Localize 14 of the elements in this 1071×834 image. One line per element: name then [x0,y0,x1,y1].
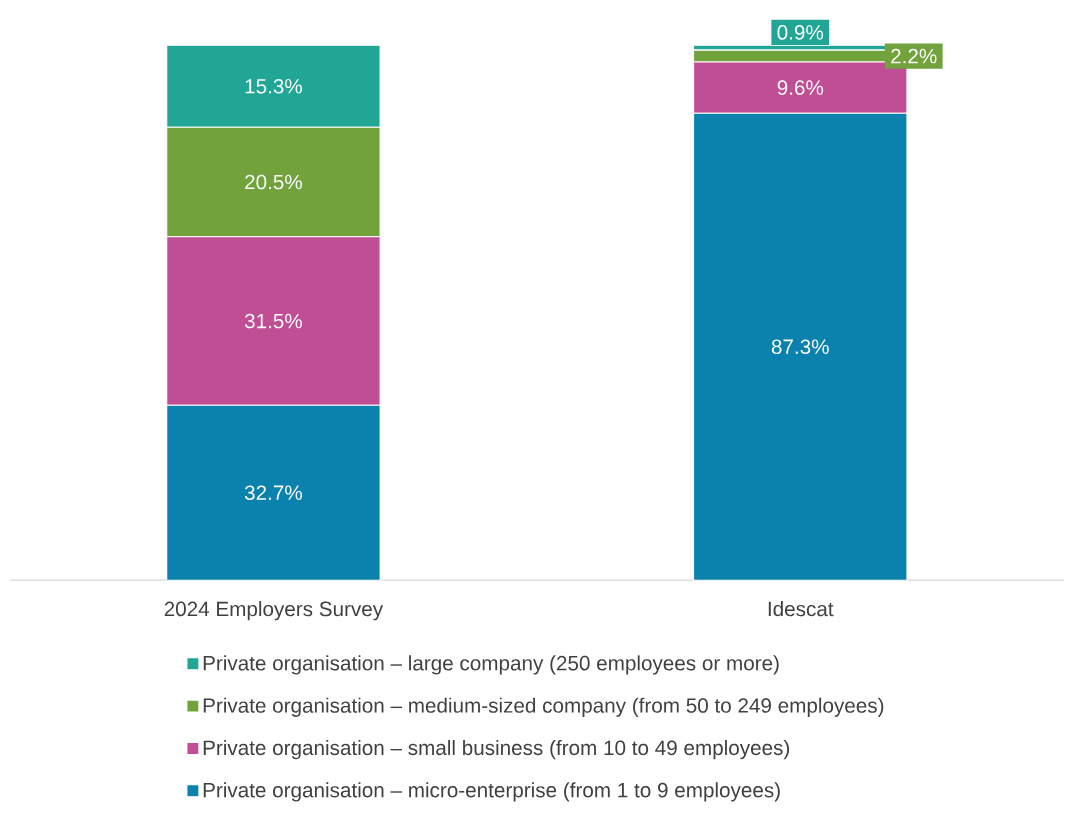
legend-label: Private organisation – medium-sized company (from 50 to 249 employees) [203,697,884,717]
data-label: 9.6% [777,80,824,95]
x-tick-label: Idescat [768,600,834,617]
data-label: 2.2% [891,48,937,64]
legend-label: Private organisation – large company (250 employees or more) [203,655,779,675]
legend-label: Private organisation – small business (from 10 to 49 employees) [203,739,790,760]
data-label: 87.3% [771,339,829,354]
data-label: 32.7% [244,485,302,500]
data-label: 31.5% [244,313,302,329]
data-label: 0.9% [777,24,824,40]
x-tick-label: 2024 Employers Survey [164,600,384,621]
data-label: 15.3% [245,78,302,94]
legend-label: Private organisation – micro-enterprise (from 1 to 9 employees) [203,782,780,802]
data-label: 20.5% [245,174,302,190]
